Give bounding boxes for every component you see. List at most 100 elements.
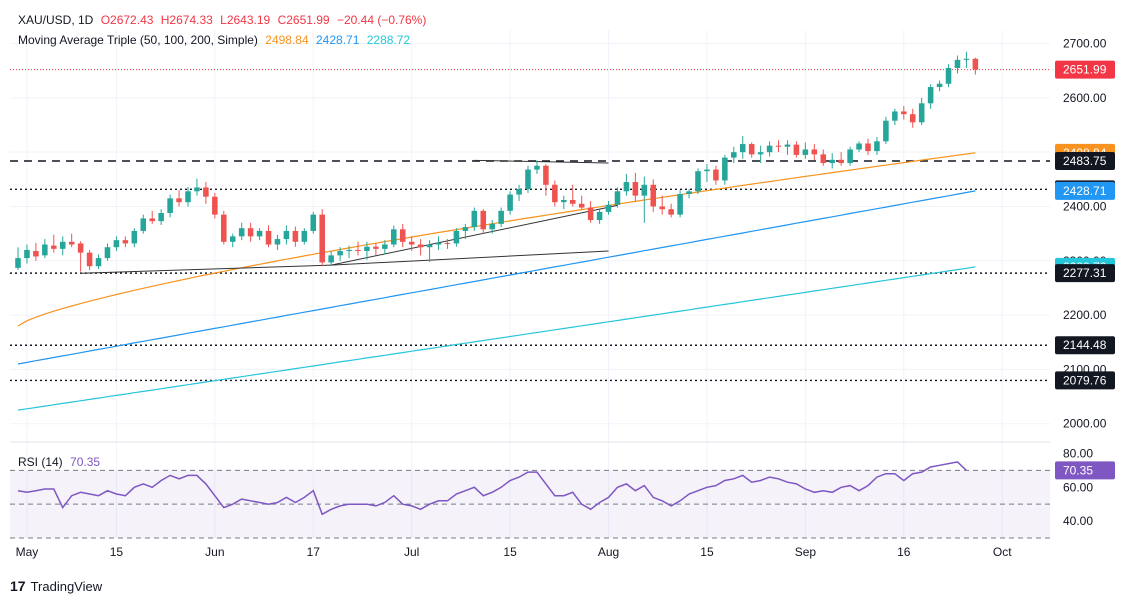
candle-body: [731, 152, 737, 158]
candle-body: [480, 210, 487, 230]
candle-body: [247, 228, 254, 237]
candle-body: [901, 111, 907, 115]
candle-body: [739, 144, 746, 153]
high-value: H2674.33: [160, 13, 213, 27]
candle-body: [829, 159, 835, 164]
candle-body: [820, 154, 827, 164]
candle-body: [238, 228, 245, 237]
candle-body: [516, 189, 522, 195]
brand-name: TradingView: [30, 578, 103, 594]
candle-body: [140, 218, 147, 231]
ma-line: [17, 266, 976, 411]
price-label-box: [1055, 152, 1115, 171]
price-tick-label: 2700.00: [1063, 37, 1107, 51]
ma200-value: 2288.72: [366, 33, 411, 47]
price-label: 2079.76: [1063, 373, 1107, 387]
trendlines: [80, 159, 618, 274]
candle-body: [203, 187, 209, 197]
candle-body: [963, 58, 970, 60]
time-tick-label: 17: [307, 545, 321, 559]
time-tick-label: 15: [700, 545, 714, 559]
candle-body: [578, 203, 585, 208]
candle-body: [838, 159, 844, 164]
ma50-value: 2498.84: [265, 33, 309, 47]
time-tick-label: May: [16, 545, 39, 559]
candle-body: [605, 204, 612, 212]
candle-body: [793, 144, 800, 155]
candle-body: [95, 258, 102, 267]
candle-body: [292, 230, 299, 242]
tradingview-brand[interactable]: 17 TradingView: [10, 578, 102, 594]
candle-body: [167, 198, 173, 214]
candle-body: [408, 241, 415, 245]
candle-body: [936, 83, 943, 88]
candle-body: [632, 182, 639, 196]
ma-line: [17, 152, 976, 327]
candle-body: [507, 194, 513, 211]
candle-body: [569, 199, 576, 204]
candle-body: [811, 149, 818, 155]
candle-body: [229, 236, 236, 242]
candle-body: [104, 247, 111, 259]
time-tick-label: Oct: [993, 545, 1012, 559]
price-label: 2144.48: [1063, 338, 1107, 352]
time-tick-label: 16: [897, 545, 911, 559]
candle-body: [856, 143, 862, 150]
candle-body: [185, 191, 191, 203]
trendline: [331, 250, 609, 266]
candle-body: [471, 210, 478, 228]
candle-body: [623, 182, 630, 192]
candle-body: [892, 111, 898, 121]
symbol-label: XAU/USD, 1D: [18, 13, 94, 27]
candle-body: [149, 218, 155, 222]
price-label: 2651.99: [1063, 63, 1107, 77]
moving-averages: [17, 152, 976, 411]
time-tick-label: 15: [110, 545, 124, 559]
candle-body: [59, 241, 66, 249]
candle-body: [283, 230, 290, 240]
candle-body: [802, 149, 809, 155]
rsi-value-box: [1055, 461, 1115, 480]
price-label-box: [1055, 371, 1115, 390]
candle-body: [221, 214, 227, 242]
candle-body: [659, 206, 665, 210]
change-value: −20.44 (−0.76%): [336, 13, 427, 27]
candle-body: [373, 246, 379, 249]
candle-body: [86, 252, 93, 267]
trendline: [474, 159, 609, 164]
candle-body: [122, 240, 129, 244]
candle-body: [256, 230, 263, 237]
candle-body: [784, 144, 791, 147]
candles: [15, 51, 979, 272]
candle-body: [310, 214, 317, 231]
symbol-header: XAU/USD, 1D O2672.43 H2674.33 L2643.19 C…: [18, 13, 430, 27]
candle-body: [319, 214, 325, 263]
price-label: 2483.75: [1063, 154, 1107, 168]
price-axis: 2000.002100.002200.002300.002400.002500.…: [1055, 37, 1115, 528]
time-tick-label: Aug: [598, 545, 619, 559]
price-tick-label: 2200.00: [1063, 308, 1107, 322]
candle-body: [328, 255, 334, 263]
candle-body: [51, 245, 57, 249]
candle-body: [113, 240, 120, 248]
candle-body: [274, 239, 281, 245]
candle-body: [552, 184, 558, 203]
candle-body: [927, 87, 934, 104]
candle-body: [489, 223, 495, 230]
candle-body: [301, 230, 308, 242]
candle-body: [453, 230, 460, 244]
candle-body: [614, 191, 621, 205]
close-value: C2651.99: [277, 13, 330, 27]
candle-body: [15, 258, 21, 268]
candle-body: [945, 68, 952, 84]
candle-body: [641, 184, 648, 196]
rsi-value-header: 70.35: [70, 455, 101, 469]
candle-body: [435, 242, 442, 245]
candle-body: [444, 242, 451, 244]
open-value: O2672.43: [100, 13, 154, 27]
rsi-title: RSI (14): [18, 455, 63, 469]
time-tick-label: Jul: [404, 545, 419, 559]
candle-body: [42, 244, 48, 256]
candle-body: [534, 165, 540, 170]
candle-body: [382, 244, 388, 249]
